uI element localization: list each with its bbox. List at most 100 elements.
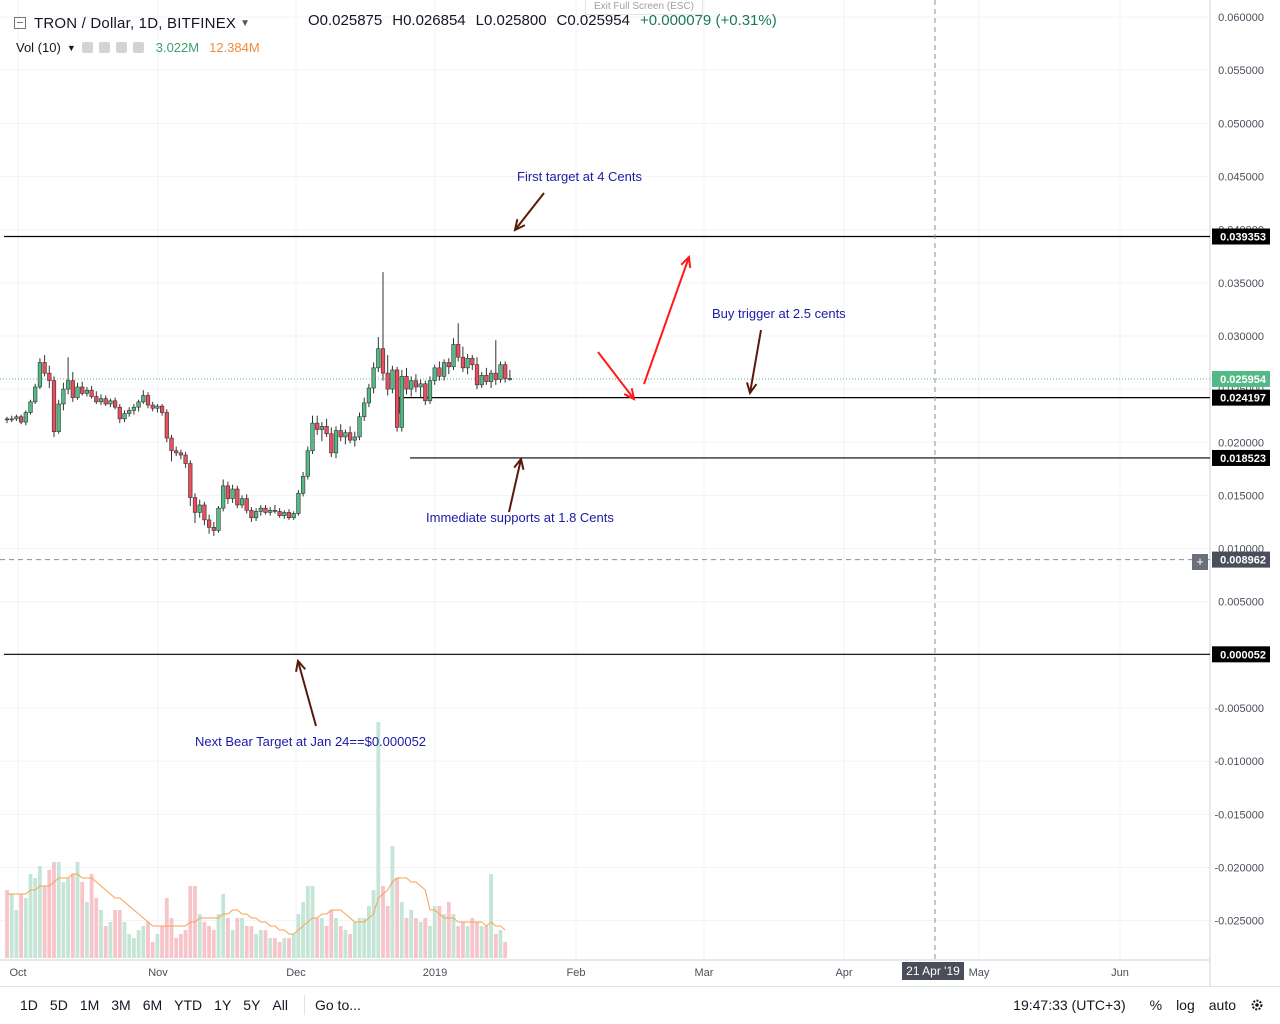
candle-body [409,380,414,390]
price-chart[interactable]: 0.0600000.0550000.0500000.0450000.040000… [0,0,1280,986]
candle-body [178,452,184,456]
high-value: H0.026854 [392,12,466,29]
volume-bar [211,930,216,958]
candle-body [244,498,249,511]
volume-bar [23,898,28,958]
candle-body [211,527,216,531]
close-icon[interactable] [132,42,144,53]
time-tick-label: May [969,967,990,979]
candle-body [249,509,254,519]
chevron-down-icon[interactable]: ▼ [66,42,76,53]
volume-bar [367,906,371,958]
volume-bar [9,894,14,958]
candle-body [272,509,278,512]
volume-bar [113,910,117,958]
time-tick-label: 2019 [423,967,447,979]
price-tick-label: 0.060000 [1218,12,1264,24]
volume-bar [498,930,503,958]
volume-bar [14,910,19,958]
volume-bar [99,910,103,958]
candle-body [150,404,155,409]
range-5d[interactable]: 5D [49,997,68,1013]
volume-bar [56,862,61,958]
add-alert-icon[interactable]: + [1192,554,1208,570]
volume-bar [399,902,404,958]
open-value: O0.025875 [308,12,383,29]
range-6m[interactable]: 6M [142,997,163,1013]
badge-support-bg [1212,449,1270,466]
auto-toggle[interactable]: auto [1208,997,1236,1013]
goto-button[interactable]: Go to... [314,997,361,1013]
volume-bar [150,942,155,958]
candle-body [117,406,122,420]
candle-body [432,367,437,381]
annotation-arrows [295,192,762,727]
arrow-breakout [643,256,690,385]
range-all[interactable]: All [272,997,288,1013]
range-1m[interactable]: 1M [79,997,100,1013]
candle-body [347,432,353,441]
grid [0,0,1211,986]
percent-toggle[interactable]: % [1149,997,1163,1013]
eye-icon[interactable] [81,42,93,53]
volume-bar [94,898,99,958]
arrow-buy-trigger [749,329,762,394]
badge-crosshair: 0.008962 [1220,555,1266,567]
volume-bar [75,862,80,958]
arrow-bear-target-head [295,658,307,673]
symbol-header[interactable]: TRON / Dollar, 1D, BITFINEX ▼ [14,12,250,34]
candle-body [427,380,433,402]
volume-bar [470,918,475,958]
range-3m[interactable]: 3M [111,997,131,1013]
range-5y[interactable]: 5Y [243,997,261,1013]
annotation-supports: Immediate supports at 1.8 Cents [426,510,614,525]
candle-body [18,416,24,423]
volume-bar [371,890,376,958]
more-icon[interactable] [115,42,127,53]
volume-bar [475,922,479,958]
exit-fullscreen-button[interactable]: Exit Full Screen (ESC) [585,0,703,15]
volume-value: 3.022M [155,40,200,55]
candle-body [37,362,42,388]
range-1d[interactable]: 1D [20,997,38,1013]
bottom-toolbar: 1D 5D 1M 3M 6M YTD 1Y 5Y All Go to... 19:47:33 (… [0,986,1280,1023]
collapse-icon[interactable] [14,17,26,29]
volume-ma-value: 12.384M [209,40,260,55]
candle-body [385,372,390,390]
time-tick-label: Dec [286,967,306,979]
candle-body [122,413,127,420]
candle-body [202,504,207,521]
candle-body [51,380,57,432]
volume-bar [19,894,23,958]
candle-body [47,372,52,381]
log-toggle[interactable]: log [1176,997,1195,1013]
price-tick-label: 0.045000 [1218,171,1264,183]
candle-body [310,422,315,452]
candle-body [136,401,141,408]
time-tick-label: Nov [148,967,168,979]
volume-bar [117,910,122,958]
candle-body [446,362,451,368]
chevron-down-icon[interactable]: ▼ [240,17,251,29]
candle-body [437,367,442,377]
candle-body [239,498,245,506]
price-tick-label: 0.035000 [1218,278,1264,290]
volume-legend[interactable]: Vol (10) ▼ 3.022M 12.384M [16,40,260,55]
candle-body [441,362,447,377]
time-tick-label: Mar [695,967,714,979]
settings-icon[interactable] [98,42,110,53]
candle-body [169,437,174,452]
candle-body [145,395,151,406]
candle-body [207,519,212,528]
range-ytd[interactable]: YTD [174,997,203,1013]
change-value: +0.000079 (+0.31%) [639,12,777,29]
time-tick-label: Feb [567,967,586,979]
candle-body [113,400,118,408]
price-tick-label: 0.020000 [1218,437,1264,449]
gear-icon[interactable] [1250,998,1264,1012]
annotation-buy-trigger: Buy trigger at 2.5 cents [712,306,846,321]
volume-bar [301,902,305,958]
candle-body [23,412,28,423]
range-1y[interactable]: 1Y [214,997,232,1013]
price-tick-label: -0.005000 [1214,703,1264,715]
